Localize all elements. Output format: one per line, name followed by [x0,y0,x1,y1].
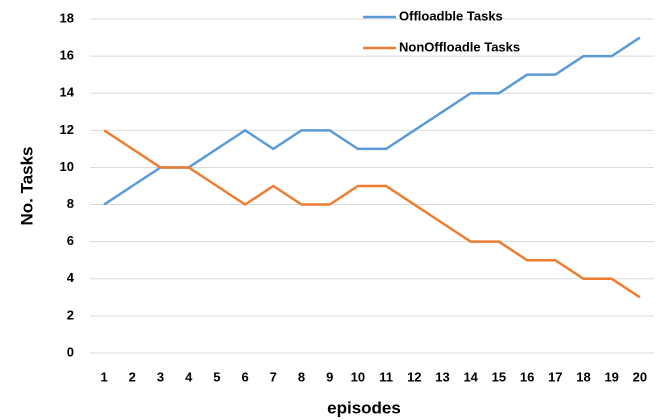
x-tick-label: 20 [633,369,647,384]
x-tick-label: 7 [270,369,277,384]
y-tick-label: 6 [67,233,74,248]
x-tick-label: 3 [157,369,164,384]
y-tick-label: 10 [60,159,74,174]
y-tick-label: 0 [67,344,74,359]
legend-label: NonOffloadle Tasks [399,39,520,54]
y-tick-label: 14 [60,85,75,100]
x-tick-label: 5 [213,369,220,384]
y-tick-label: 2 [67,307,74,322]
legend-label: Offloadble Tasks [399,8,503,23]
y-axis-title: No. Tasks [17,146,36,225]
x-tick-label: 16 [520,369,534,384]
x-tick-label: 1 [100,369,107,384]
x-tick-label: 11 [379,369,393,384]
series-line [103,129,641,299]
series-line [103,36,641,206]
x-tick-label: 13 [435,369,449,384]
x-tick-label: 14 [463,369,478,384]
y-tick-label: 16 [60,48,74,63]
x-tick-label: 10 [351,369,365,384]
x-tick-label: 18 [576,369,590,384]
x-tick-label: 17 [548,369,562,384]
x-tick-label: 9 [326,369,333,384]
x-tick-label: 4 [185,369,193,384]
x-tick-label: 8 [298,369,305,384]
x-tick-label: 19 [604,369,618,384]
x-tick-label: 12 [407,369,421,384]
x-tick-label: 2 [129,369,136,384]
x-tick-label: 6 [241,369,248,384]
y-tick-label: 12 [60,122,74,137]
x-axis-title: episodes [327,398,401,417]
x-tick-label: 15 [492,369,506,384]
y-tick-label: 4 [67,270,75,285]
y-tick-label: 18 [60,10,74,25]
y-tick-label: 8 [67,196,74,211]
